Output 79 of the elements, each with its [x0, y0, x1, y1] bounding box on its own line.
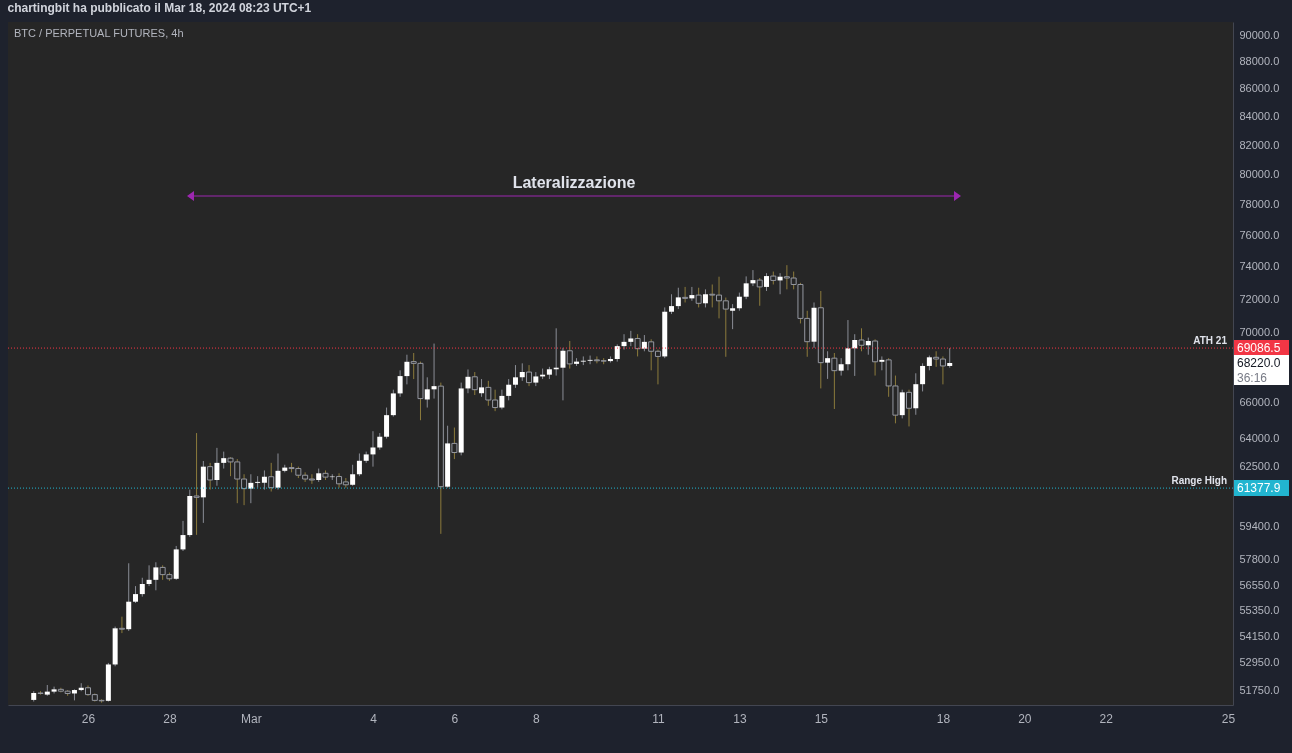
- x-tick-label: 13: [733, 711, 747, 726]
- y-tick-label: 72000.0: [1239, 292, 1280, 305]
- candlestick: [506, 378, 512, 401]
- ref-line-label: ATH 21: [1193, 335, 1228, 347]
- candlestick: [207, 462, 214, 491]
- candlestick: [736, 292, 742, 312]
- y-tick-label: 86000.0: [1239, 82, 1280, 95]
- y-tick-label: 64000.0: [1239, 432, 1280, 445]
- text: 61377.9: [1237, 481, 1281, 496]
- x-tick-label: 28: [163, 711, 177, 726]
- y-tick-label: 52950.0: [1239, 656, 1280, 669]
- candlestick: [397, 369, 403, 398]
- candlestick: [146, 564, 152, 587]
- y-tick-label: 56550.0: [1239, 578, 1280, 591]
- x-tick-label: 4: [370, 711, 378, 726]
- candlestick: [512, 364, 518, 389]
- annotation: Lateralizzazione: [512, 174, 636, 191]
- candlestick: [695, 287, 702, 308]
- x-tick-label: 18: [936, 711, 951, 726]
- candlestick: [471, 371, 478, 396]
- x-tick-label: 26: [81, 711, 96, 726]
- y-tick-label: 84000.0: [1239, 110, 1280, 123]
- candlestick: [384, 407, 390, 440]
- candlestick: [750, 269, 756, 287]
- candlestick: [845, 319, 851, 371]
- y-tick-label: 66000.0: [1239, 395, 1280, 408]
- candlestick: [526, 364, 533, 387]
- candlestick: [920, 362, 926, 392]
- x-tick-label: 8: [532, 711, 540, 726]
- candlestick: [465, 368, 471, 394]
- x-tick-label: 20: [1018, 711, 1032, 726]
- candlestick: [139, 577, 145, 598]
- x-tick-label: Mar: [241, 711, 262, 726]
- candlestick: [621, 333, 627, 351]
- text: 36:16: [1237, 371, 1268, 386]
- y-tick-label: 55350.0: [1239, 603, 1280, 616]
- candlestick: [743, 275, 749, 300]
- y-tick-label: 74000.0: [1239, 260, 1280, 273]
- candlestick: [756, 277, 763, 307]
- y-tick-label: 82000.0: [1239, 138, 1280, 151]
- y-tick-label: 51750.0: [1239, 683, 1280, 696]
- y-tick-label: 88000.0: [1239, 55, 1280, 68]
- y-tick-label: 78000.0: [1239, 197, 1280, 210]
- candlestick: [682, 286, 689, 303]
- candlestick: [451, 427, 458, 460]
- candlestick: [390, 389, 396, 418]
- candlestick: [872, 338, 879, 377]
- chart-subtitle: BTC / PERPETUAL FUTURES, 4h: [14, 27, 184, 39]
- candlestick: [858, 327, 865, 352]
- candlestick: [906, 389, 913, 427]
- candlestick: [560, 347, 566, 401]
- text: 69086.5: [1237, 341, 1281, 356]
- candlestick: [118, 616, 125, 634]
- y-tick-label: 76000.0: [1239, 228, 1280, 241]
- y-tick-label: 62500.0: [1239, 460, 1280, 473]
- y-tick-label: 59400.0: [1239, 520, 1280, 533]
- candlestick: [566, 340, 573, 370]
- ref-line-label: Range High: [1171, 475, 1227, 487]
- candlestick: [356, 452, 362, 477]
- candlestick: [669, 293, 675, 315]
- y-tick-label: 80000.0: [1239, 167, 1280, 180]
- candlestick: [404, 354, 410, 385]
- x-tick-label: 11: [652, 711, 666, 726]
- chart-title: chartingbit ha pubblicato il Mar 18, 2024 08:23 UTC+1: [7, 1, 312, 15]
- candlestick: [634, 333, 641, 357]
- candlestick: [831, 352, 838, 410]
- text: 68220.0: [1237, 356, 1281, 371]
- candlestick: [268, 462, 275, 493]
- x-tick-label: 15: [814, 711, 829, 726]
- y-tick-label: 70000.0: [1239, 326, 1280, 339]
- candlestick: [193, 432, 200, 536]
- x-tick-label: 6: [451, 711, 459, 726]
- y-tick-label: 54150.0: [1239, 629, 1280, 642]
- y-tick-label: 57800.0: [1239, 552, 1280, 565]
- x-tick-label: 25: [1221, 711, 1236, 726]
- y-tick-label: 90000.0: [1239, 28, 1280, 41]
- x-tick-label: 22: [1099, 711, 1114, 726]
- candlestick: [370, 430, 376, 468]
- candlestick: [180, 520, 186, 552]
